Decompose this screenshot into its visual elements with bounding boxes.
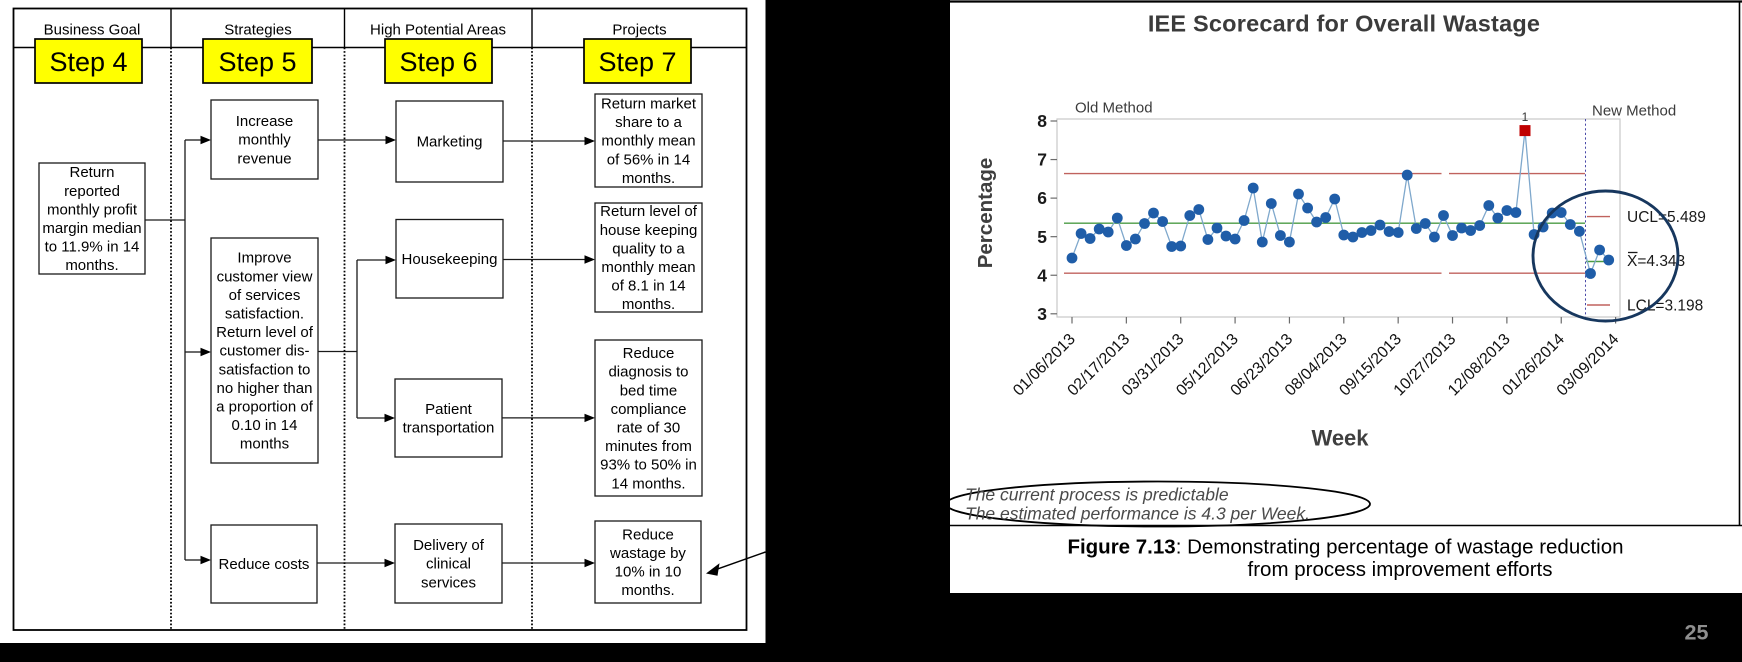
svg-text:Return level of: Return level of <box>216 324 314 341</box>
svg-text:a proportion of: a proportion of <box>216 399 314 416</box>
svg-text:bed time: bed time <box>620 382 678 399</box>
svg-text:transportation: transportation <box>403 420 495 437</box>
svg-text:house keeping: house keeping <box>600 222 698 239</box>
svg-text:months.: months. <box>622 170 675 187</box>
svg-text:no higher than: no higher than <box>217 380 313 397</box>
svg-text:Patient: Patient <box>425 401 473 418</box>
svg-text:Delivery of: Delivery of <box>413 537 485 554</box>
svg-text:Marketing: Marketing <box>417 134 483 151</box>
svg-text:Reduce: Reduce <box>623 345 675 362</box>
svg-text:diagnosis to: diagnosis to <box>608 364 688 381</box>
svg-text:revenue: revenue <box>237 150 291 167</box>
svg-text:Business Goal: Business Goal <box>44 22 141 39</box>
svg-text:wastage by: wastage by <box>609 545 686 562</box>
svg-text:satisfaction to: satisfaction to <box>219 361 311 378</box>
svg-text:0.10 in 14: 0.10 in 14 <box>232 417 298 434</box>
svg-text:The estimated performance is 4: The estimated performance is 4.3 per Wee… <box>965 504 1310 524</box>
svg-text:IEE Scorecard for Overall Wast: IEE Scorecard for Overall Wastage <box>1148 11 1540 37</box>
svg-text:Strategies: Strategies <box>224 22 292 39</box>
svg-text:LCL=3.198: LCL=3.198 <box>1627 298 1703 315</box>
svg-text:6: 6 <box>1037 188 1047 208</box>
svg-text:customer dis-: customer dis- <box>219 343 309 360</box>
svg-text:Projects: Projects <box>612 22 666 39</box>
svg-text:minutes from: minutes from <box>605 438 692 455</box>
svg-text:3: 3 <box>1037 304 1047 324</box>
svg-text:93% to 50% in: 93% to 50% in <box>600 457 697 474</box>
svg-text:of services: of services <box>229 287 301 304</box>
svg-text:monthly: monthly <box>238 132 291 149</box>
svg-text:Housekeeping: Housekeeping <box>402 251 498 268</box>
svg-text:8: 8 <box>1037 111 1047 131</box>
svg-text:rate of 30: rate of 30 <box>617 420 680 437</box>
svg-text:Figure 7.13: Demonstrating per: Figure 7.13: Demonstrating percentage of… <box>1067 536 1623 559</box>
svg-text:1: 1 <box>1522 110 1529 124</box>
svg-text:Return: Return <box>69 164 114 181</box>
svg-text:Percentage: Percentage <box>974 158 997 269</box>
svg-text:services: services <box>421 574 476 591</box>
svg-text:Step 4: Step 4 <box>49 47 127 77</box>
svg-text:4: 4 <box>1037 265 1047 285</box>
svg-text:to 11.9% in 14: to 11.9% in 14 <box>45 239 140 256</box>
svg-text:months: months <box>240 436 289 453</box>
svg-text:monthly profit: monthly profit <box>47 201 138 218</box>
svg-text:margin median: margin median <box>42 220 141 237</box>
svg-text:X=4.343: X=4.343 <box>1627 253 1685 270</box>
svg-text:Step 5: Step 5 <box>218 47 296 77</box>
svg-text:share to a: share to a <box>615 114 682 131</box>
svg-text:reported: reported <box>64 183 120 200</box>
svg-text:Week: Week <box>1311 426 1369 451</box>
svg-text:from process improvement effor: from process improvement efforts <box>1248 558 1553 581</box>
svg-text:Reduce: Reduce <box>622 526 674 543</box>
svg-text:The current process is predict: The current process is predictable <box>965 485 1229 505</box>
svg-text:monthly mean: monthly mean <box>601 259 695 276</box>
svg-text:months.: months. <box>622 296 675 313</box>
svg-text:10% in 10: 10% in 10 <box>615 564 682 581</box>
svg-text:Old Method: Old Method <box>1075 99 1153 116</box>
svg-text:High Potential Areas: High Potential Areas <box>370 22 506 39</box>
svg-text:Reduce costs: Reduce costs <box>219 556 310 573</box>
svg-text:Increase: Increase <box>236 113 294 130</box>
svg-text:25: 25 <box>1685 621 1709 645</box>
svg-text:months.: months. <box>65 257 118 274</box>
svg-text:UCL=5.489: UCL=5.489 <box>1627 209 1706 226</box>
svg-text:clinical: clinical <box>426 556 471 573</box>
svg-text:Step 7: Step 7 <box>598 47 676 77</box>
svg-text:New Method: New Method <box>1592 103 1676 120</box>
svg-text:Return market: Return market <box>601 96 697 113</box>
svg-text:14 months.: 14 months. <box>611 475 685 492</box>
svg-text:of 56% in 14: of 56% in 14 <box>607 151 690 168</box>
svg-text:of 8.1 in 14: of 8.1 in 14 <box>611 278 685 295</box>
svg-text:compliance: compliance <box>611 401 687 418</box>
svg-text:months.: months. <box>621 582 674 599</box>
svg-text:Improve: Improve <box>237 250 291 267</box>
svg-text:Step 6: Step 6 <box>399 47 477 77</box>
svg-text:5: 5 <box>1037 227 1047 247</box>
svg-text:satisfaction.: satisfaction. <box>225 306 304 323</box>
svg-text:monthly mean: monthly mean <box>601 133 695 150</box>
svg-text:customer view: customer view <box>217 268 313 285</box>
svg-text:quality to a: quality to a <box>612 240 685 257</box>
svg-text:7: 7 <box>1037 150 1047 170</box>
svg-text:Return level of: Return level of <box>600 203 698 220</box>
